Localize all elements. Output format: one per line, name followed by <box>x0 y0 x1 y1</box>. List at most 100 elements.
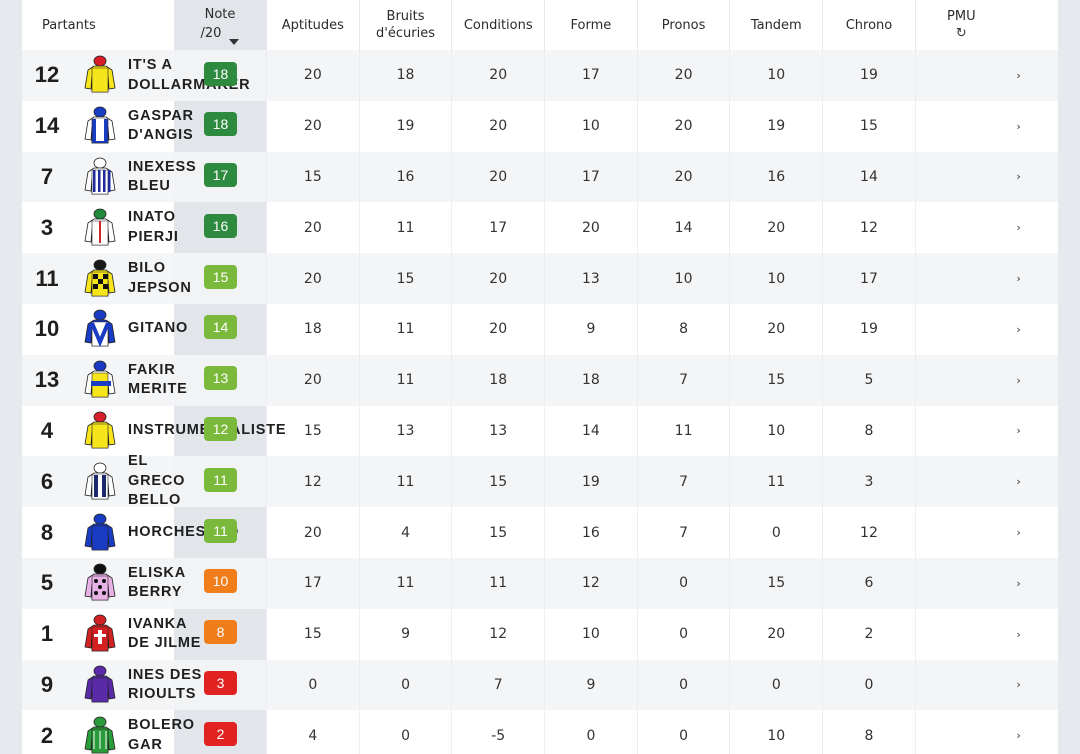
cell-bruits: 11 <box>358 303 452 355</box>
runner-number: 12 <box>34 62 60 88</box>
cell-conditions: 20 <box>451 303 544 355</box>
header-pmu-label: PMU <box>947 9 976 24</box>
cell-tandem: 10 <box>729 710 822 754</box>
cell-aptitudes: 20 <box>266 100 359 152</box>
horse-name[interactable]: FAKIR MERITE <box>128 361 188 398</box>
header-bruits[interactable]: Bruits d'écuries <box>358 0 452 50</box>
cell-bruits: 13 <box>358 405 452 457</box>
cell-chrono: 3 <box>822 456 915 508</box>
jockey-silk-icon <box>72 308 128 350</box>
cell-forme: 17 <box>544 151 637 203</box>
horse-name[interactable]: INATO PIERJI <box>128 209 179 245</box>
cell-pronos: 0 <box>636 659 730 711</box>
table-row[interactable]: 10 GITANO 14 18 11 20 9 8 20 19 › <box>22 303 1058 355</box>
cell-tandem: 0 <box>729 507 822 558</box>
runner-number: 5 <box>40 570 54 596</box>
horse-name[interactable]: INEXESS BLEU <box>128 158 197 195</box>
note-badge: 14 <box>204 315 237 340</box>
cell-chrono: 19 <box>822 50 915 101</box>
runner-number: 8 <box>40 519 54 545</box>
cell-pronos: 14 <box>636 202 730 254</box>
horse-name[interactable]: IVANKA DE JILME <box>128 615 202 652</box>
jockey-silk-icon <box>72 613 128 655</box>
cell-tandem: 15 <box>729 354 822 406</box>
table-row[interactable]: 2 BOLERO GAR 2 4 0 -5 0 0 10 8 › <box>22 710 1058 754</box>
cell-bruits: 0 <box>358 710 452 754</box>
horse-name[interactable]: INES DES RIOULTS <box>128 666 203 703</box>
cell-bruits: 4 <box>358 507 452 558</box>
cell-chrono: 19 <box>822 303 915 355</box>
pmu-chevron-icon[interactable]: › <box>914 100 1043 152</box>
horse-name[interactable]: BOLERO GAR <box>128 717 195 753</box>
cell-forme: 9 <box>544 303 637 355</box>
pmu-chevron-icon[interactable]: › <box>914 507 1043 558</box>
refresh-icon[interactable]: ↻ <box>955 26 967 41</box>
pmu-chevron-icon[interactable]: › <box>914 303 1043 355</box>
header-partants[interactable]: Partants <box>22 0 174 50</box>
cell-conditions: 20 <box>451 50 544 101</box>
cell-tandem: 10 <box>729 50 822 101</box>
cell-bruits: 11 <box>358 456 452 508</box>
cell-pronos: 0 <box>636 710 730 754</box>
header-tandem[interactable]: Tandem <box>729 0 822 50</box>
table-row[interactable]: 6 EL GRECO BELLO 11 12 11 15 19 7 11 3 › <box>22 453 1058 508</box>
cell-chrono: 6 <box>822 557 915 609</box>
cell-aptitudes: 15 <box>266 608 359 660</box>
cell-pronos: 10 <box>636 253 730 304</box>
table-header: Partants Note /20 Aptitudes Bruits d'écur… <box>22 0 1058 50</box>
cell-bruits: 11 <box>358 557 452 609</box>
pmu-chevron-icon[interactable]: › <box>914 202 1043 254</box>
table-row[interactable]: 7 INEXESS BLEU 17 15 16 20 17 20 16 14 › <box>22 151 1058 203</box>
horse-name[interactable]: ELISKA BERRY <box>128 564 186 601</box>
table-row[interactable]: 14 GASPAR D'ANGIS 18 20 19 20 10 20 19 15 › <box>22 100 1058 152</box>
header-pronos[interactable]: Pronos <box>636 0 730 50</box>
table-row[interactable]: 11 BILO JEPSON 15 20 15 20 13 10 10 17 › <box>22 253 1058 304</box>
pmu-chevron-icon[interactable]: › <box>914 405 1043 457</box>
runner-number: 4 <box>40 417 54 443</box>
table-row[interactable]: 12 IT'S A DOLLARMAKER 18 20 18 20 17 20 10 19 › <box>22 50 1058 101</box>
cell-bruits: 9 <box>358 608 452 660</box>
cell-forme: 20 <box>544 202 637 254</box>
horse-name[interactable]: EL GRECO BELLO <box>128 453 186 509</box>
pmu-chevron-icon[interactable]: › <box>914 659 1043 711</box>
cell-aptitudes: 20 <box>266 354 359 406</box>
horse-name[interactable]: BILO JEPSON <box>128 260 192 296</box>
table-row[interactable]: 1 IVANKA DE JILME 8 15 9 12 10 0 20 2 › <box>22 608 1058 660</box>
cell-tandem: 10 <box>729 253 822 304</box>
pmu-chevron-icon[interactable]: › <box>914 50 1043 101</box>
horse-name[interactable]: IT'S A DOLLARMAKER <box>128 57 251 93</box>
runner-number: 6 <box>40 468 54 494</box>
pmu-chevron-icon[interactable]: › <box>914 710 1043 754</box>
jockey-silk-icon <box>72 156 128 198</box>
cell-pronos: 0 <box>636 608 730 660</box>
note-badge: 15 <box>204 264 237 289</box>
header-aptitudes[interactable]: Aptitudes <box>266 0 359 50</box>
horse-name[interactable]: GITANO <box>128 320 189 337</box>
table-row[interactable]: 8 HORCHESTRO 11 20 4 15 16 7 0 12 › <box>22 507 1058 558</box>
cell-pronos: 11 <box>636 405 730 457</box>
table-row[interactable]: 5 ELISKA BERRY 10 17 11 11 12 0 15 6 › <box>22 557 1058 609</box>
table-row[interactable]: 3 INATO PIERJI 16 20 11 17 20 14 20 12 › <box>22 202 1058 254</box>
pmu-chevron-icon[interactable]: › <box>914 151 1043 203</box>
header-note-sort[interactable]: Note /20 <box>174 0 266 50</box>
pmu-chevron-icon[interactable]: › <box>914 557 1043 609</box>
note-badge: 12 <box>204 417 237 442</box>
pmu-chevron-icon[interactable]: › <box>914 253 1043 304</box>
header-conditions[interactable]: Conditions <box>451 0 544 50</box>
cell-aptitudes: 12 <box>266 456 359 508</box>
header-pmu[interactable]: PMU ↻ <box>914 0 1007 50</box>
pmu-chevron-icon[interactable]: › <box>914 354 1043 406</box>
cell-aptitudes: 20 <box>266 507 359 558</box>
runner-number: 3 <box>40 214 54 240</box>
runner-number: 1 <box>40 621 54 647</box>
pmu-chevron-icon[interactable]: › <box>914 608 1043 660</box>
pmu-chevron-icon[interactable]: › <box>914 456 1043 508</box>
cell-conditions: -5 <box>451 710 544 754</box>
header-chrono[interactable]: Chrono <box>822 0 915 50</box>
note-badge: 11 <box>204 518 237 543</box>
header-forme[interactable]: Forme <box>544 0 637 50</box>
horse-name[interactable]: GASPAR D'ANGIS <box>128 107 194 144</box>
table-row[interactable]: 13 FAKIR MERITE 13 20 11 18 18 7 15 5 › <box>22 354 1058 406</box>
table-row[interactable]: 9 INES DES RIOULTS 3 0 0 7 9 0 0 0 › <box>22 659 1058 711</box>
